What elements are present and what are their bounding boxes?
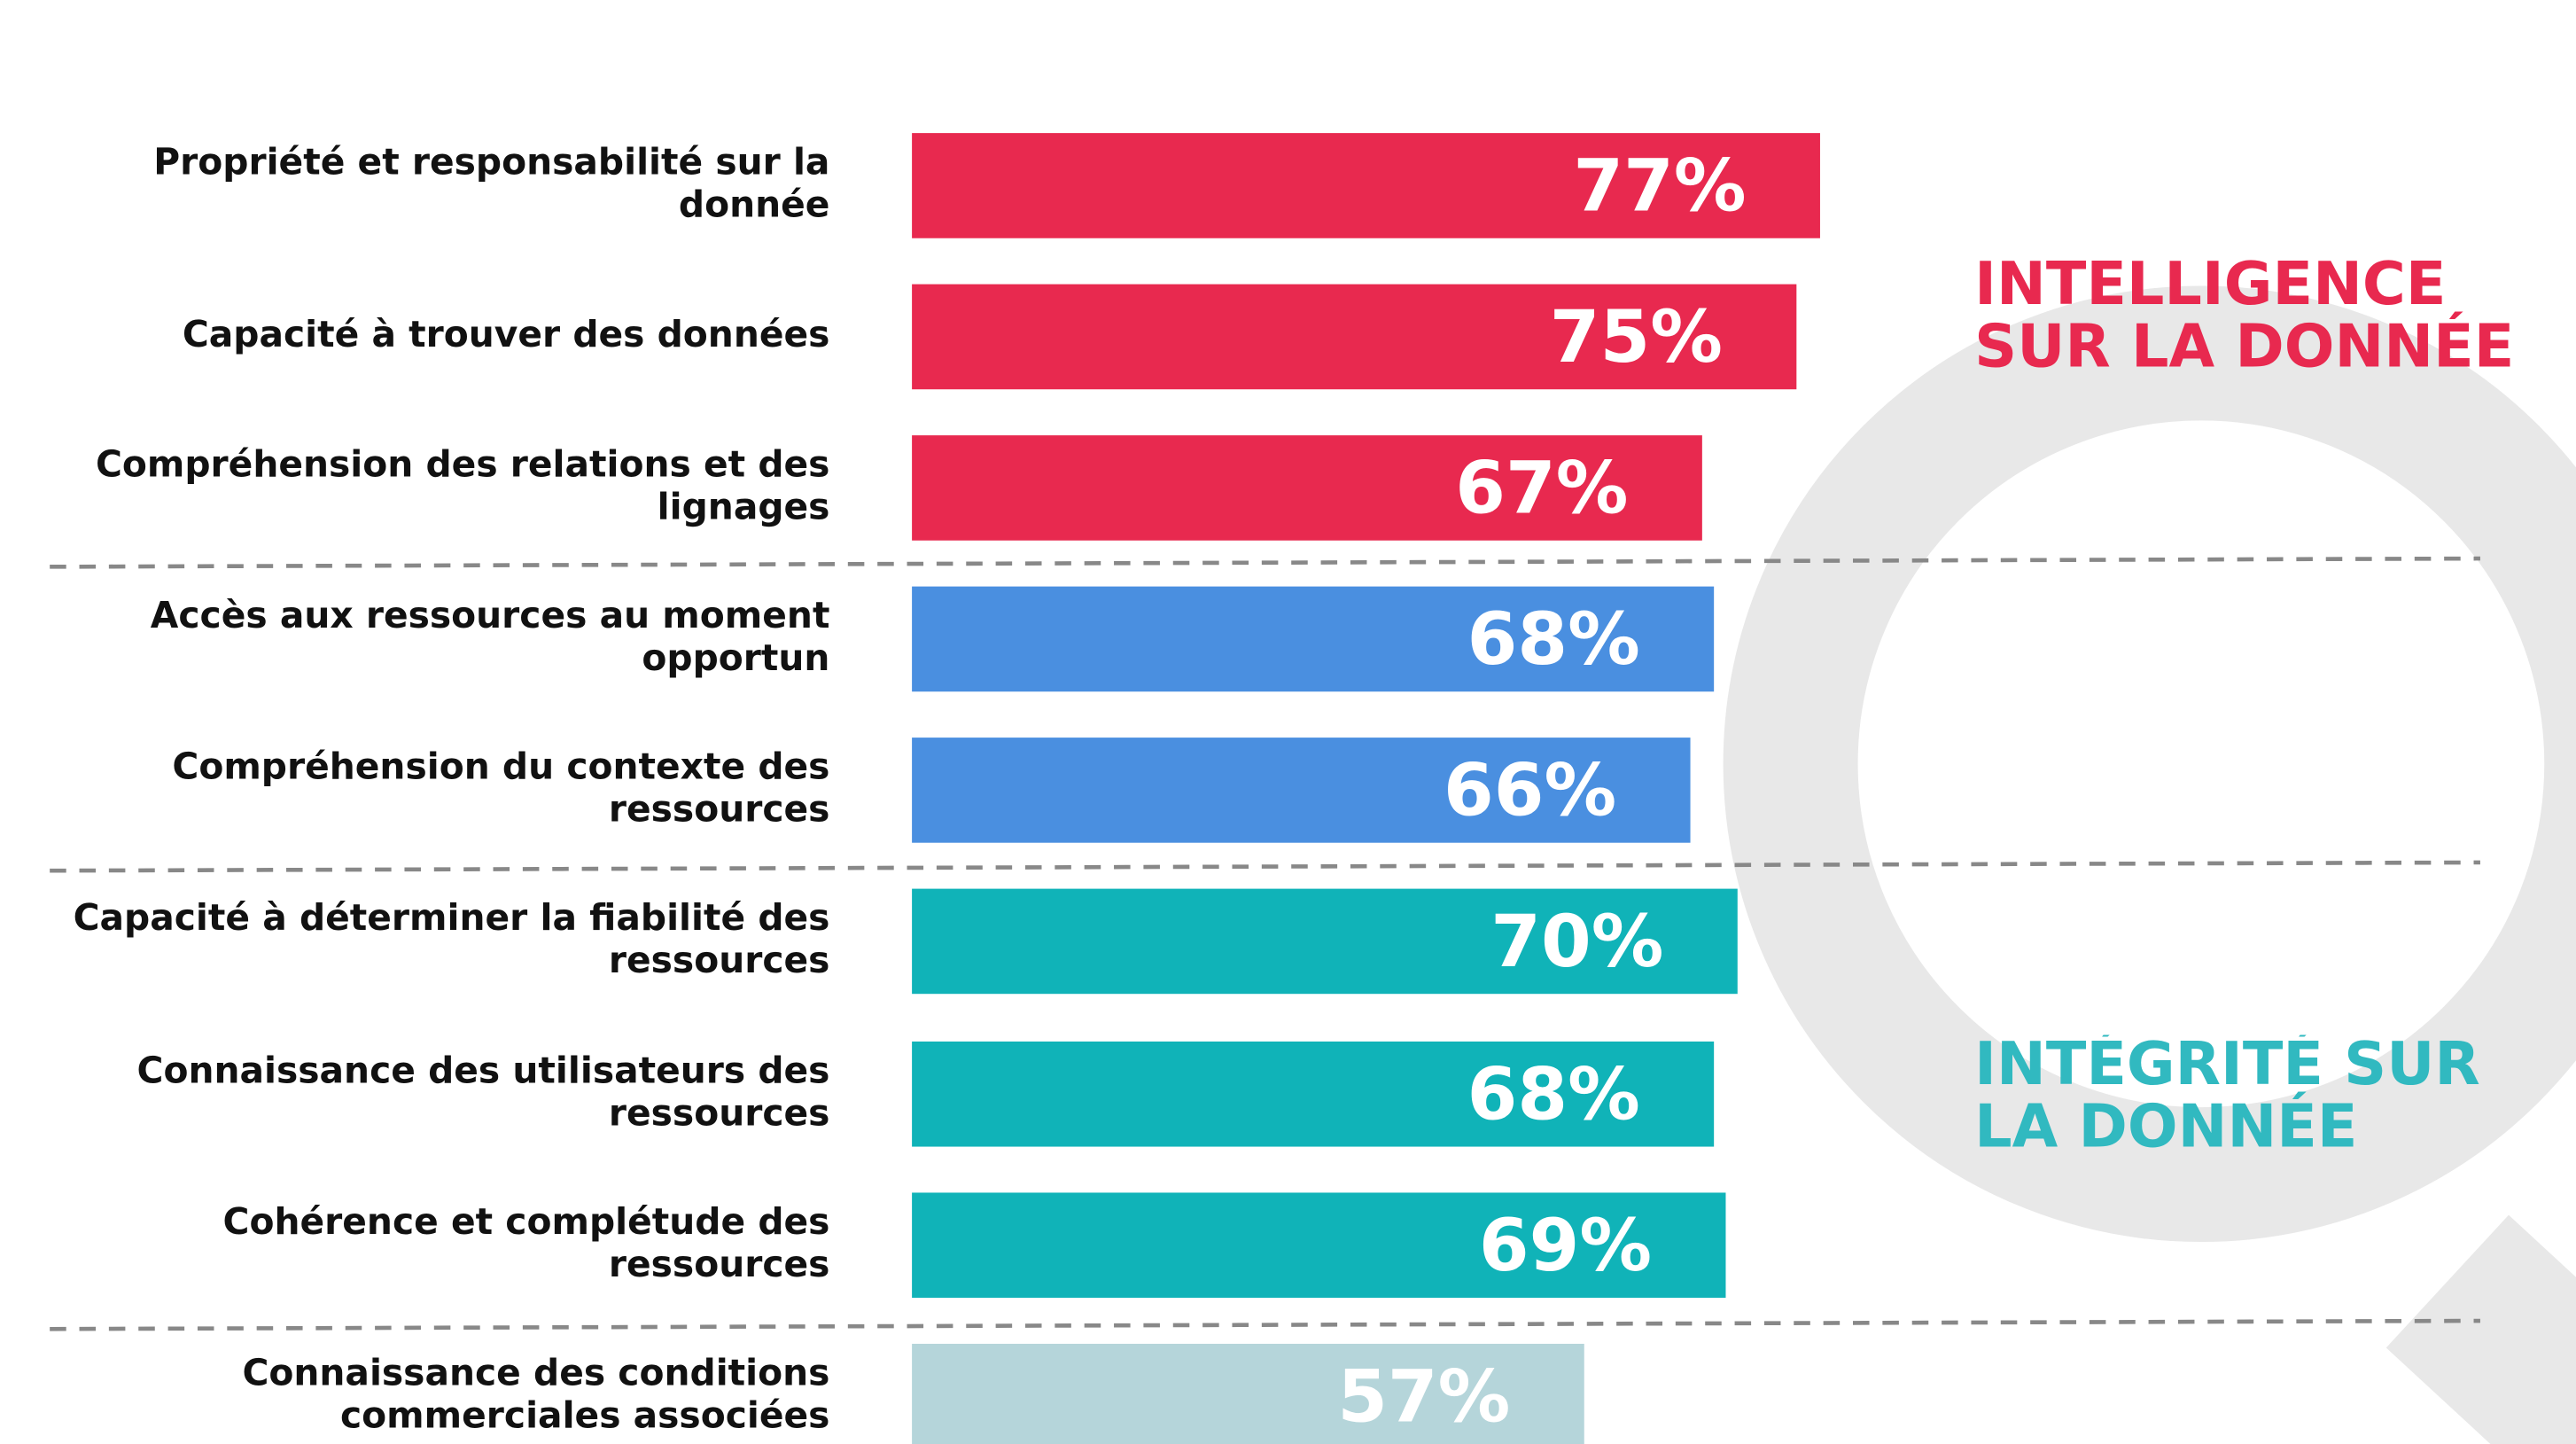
group-label: INTELLIGENCE SUR LA DONNÉE — [1974, 254, 2515, 381]
bar — [912, 284, 1797, 390]
bar — [912, 888, 1738, 995]
category-label: Connaissance des utilisateurs des ressou… — [136, 1051, 830, 1136]
separators — [50, 556, 2480, 1331]
value-label: 66% — [1444, 748, 1616, 832]
category-label: Cohérence et complétude des ressources — [222, 1202, 830, 1287]
bar — [912, 586, 1715, 692]
magnifier-handle — [2385, 1214, 2576, 1444]
value-label: 57% — [1337, 1354, 1510, 1439]
category-label-box: Capacité à déterminer la fiabilité des r… — [73, 898, 830, 983]
separator — [50, 1318, 2480, 1331]
category-label: Accès aux ressources au moment opportun — [150, 596, 830, 681]
value-label: 67% — [1455, 446, 1628, 530]
group-label-box: INTELLIGENCE SUR LA DONNÉE — [1974, 254, 2515, 381]
category-label-box: Connaissance des utilisateurs des ressou… — [136, 1051, 830, 1136]
category-label: Propriété et responsabilité sur la donné… — [153, 143, 830, 227]
value-label: 70% — [1490, 900, 1663, 984]
value-label: 68% — [1467, 1052, 1640, 1136]
bar — [912, 435, 1702, 541]
category-label: Compréhension des relations et des ligna… — [95, 445, 830, 529]
chart-title: informationnels : les éléments à considé… — [14, 0, 2434, 11]
category-label: Compréhension du contexte des ressources — [172, 747, 830, 831]
separator — [50, 860, 2480, 873]
category-label-box: Compréhension des relations et des ligna… — [95, 445, 830, 529]
bar — [912, 1343, 1584, 1444]
category-label: Capacité à trouver des données — [182, 315, 830, 357]
bar — [912, 133, 1820, 238]
category-label-box: Accès aux ressources au moment opportun — [150, 596, 830, 681]
magnifier-icon — [1723, 285, 2576, 1444]
bar — [912, 1041, 1715, 1147]
bar — [912, 738, 1691, 843]
category-label-box: Cohérence et complétude des ressources — [222, 1202, 830, 1287]
category-label: Capacité à déterminer la fiabilité des r… — [73, 898, 830, 983]
value-label: 75% — [1550, 295, 1723, 379]
separator — [50, 556, 2480, 569]
value-label: 68% — [1467, 597, 1640, 682]
category-label-box: Connaissance des conditions commerciales… — [242, 1354, 830, 1438]
group-label-box: INTÉGRITÉ SUR LA DONNÉE — [1974, 1034, 2480, 1162]
category-label-box: Compréhension du contexte des ressources — [172, 747, 830, 831]
category-label: Connaissance des conditions commerciales… — [242, 1354, 830, 1438]
category-label-box: Propriété et responsabilité sur la donné… — [153, 143, 830, 227]
category-label-box: Capacité à trouver des données — [182, 315, 830, 357]
value-label: 77% — [1573, 144, 1746, 228]
magnifier-ring — [1723, 285, 2576, 1242]
group-label: INTÉGRITÉ SUR LA DONNÉE — [1974, 1034, 2480, 1162]
bar — [912, 1192, 1726, 1299]
value-label: 69% — [1479, 1204, 1652, 1288]
